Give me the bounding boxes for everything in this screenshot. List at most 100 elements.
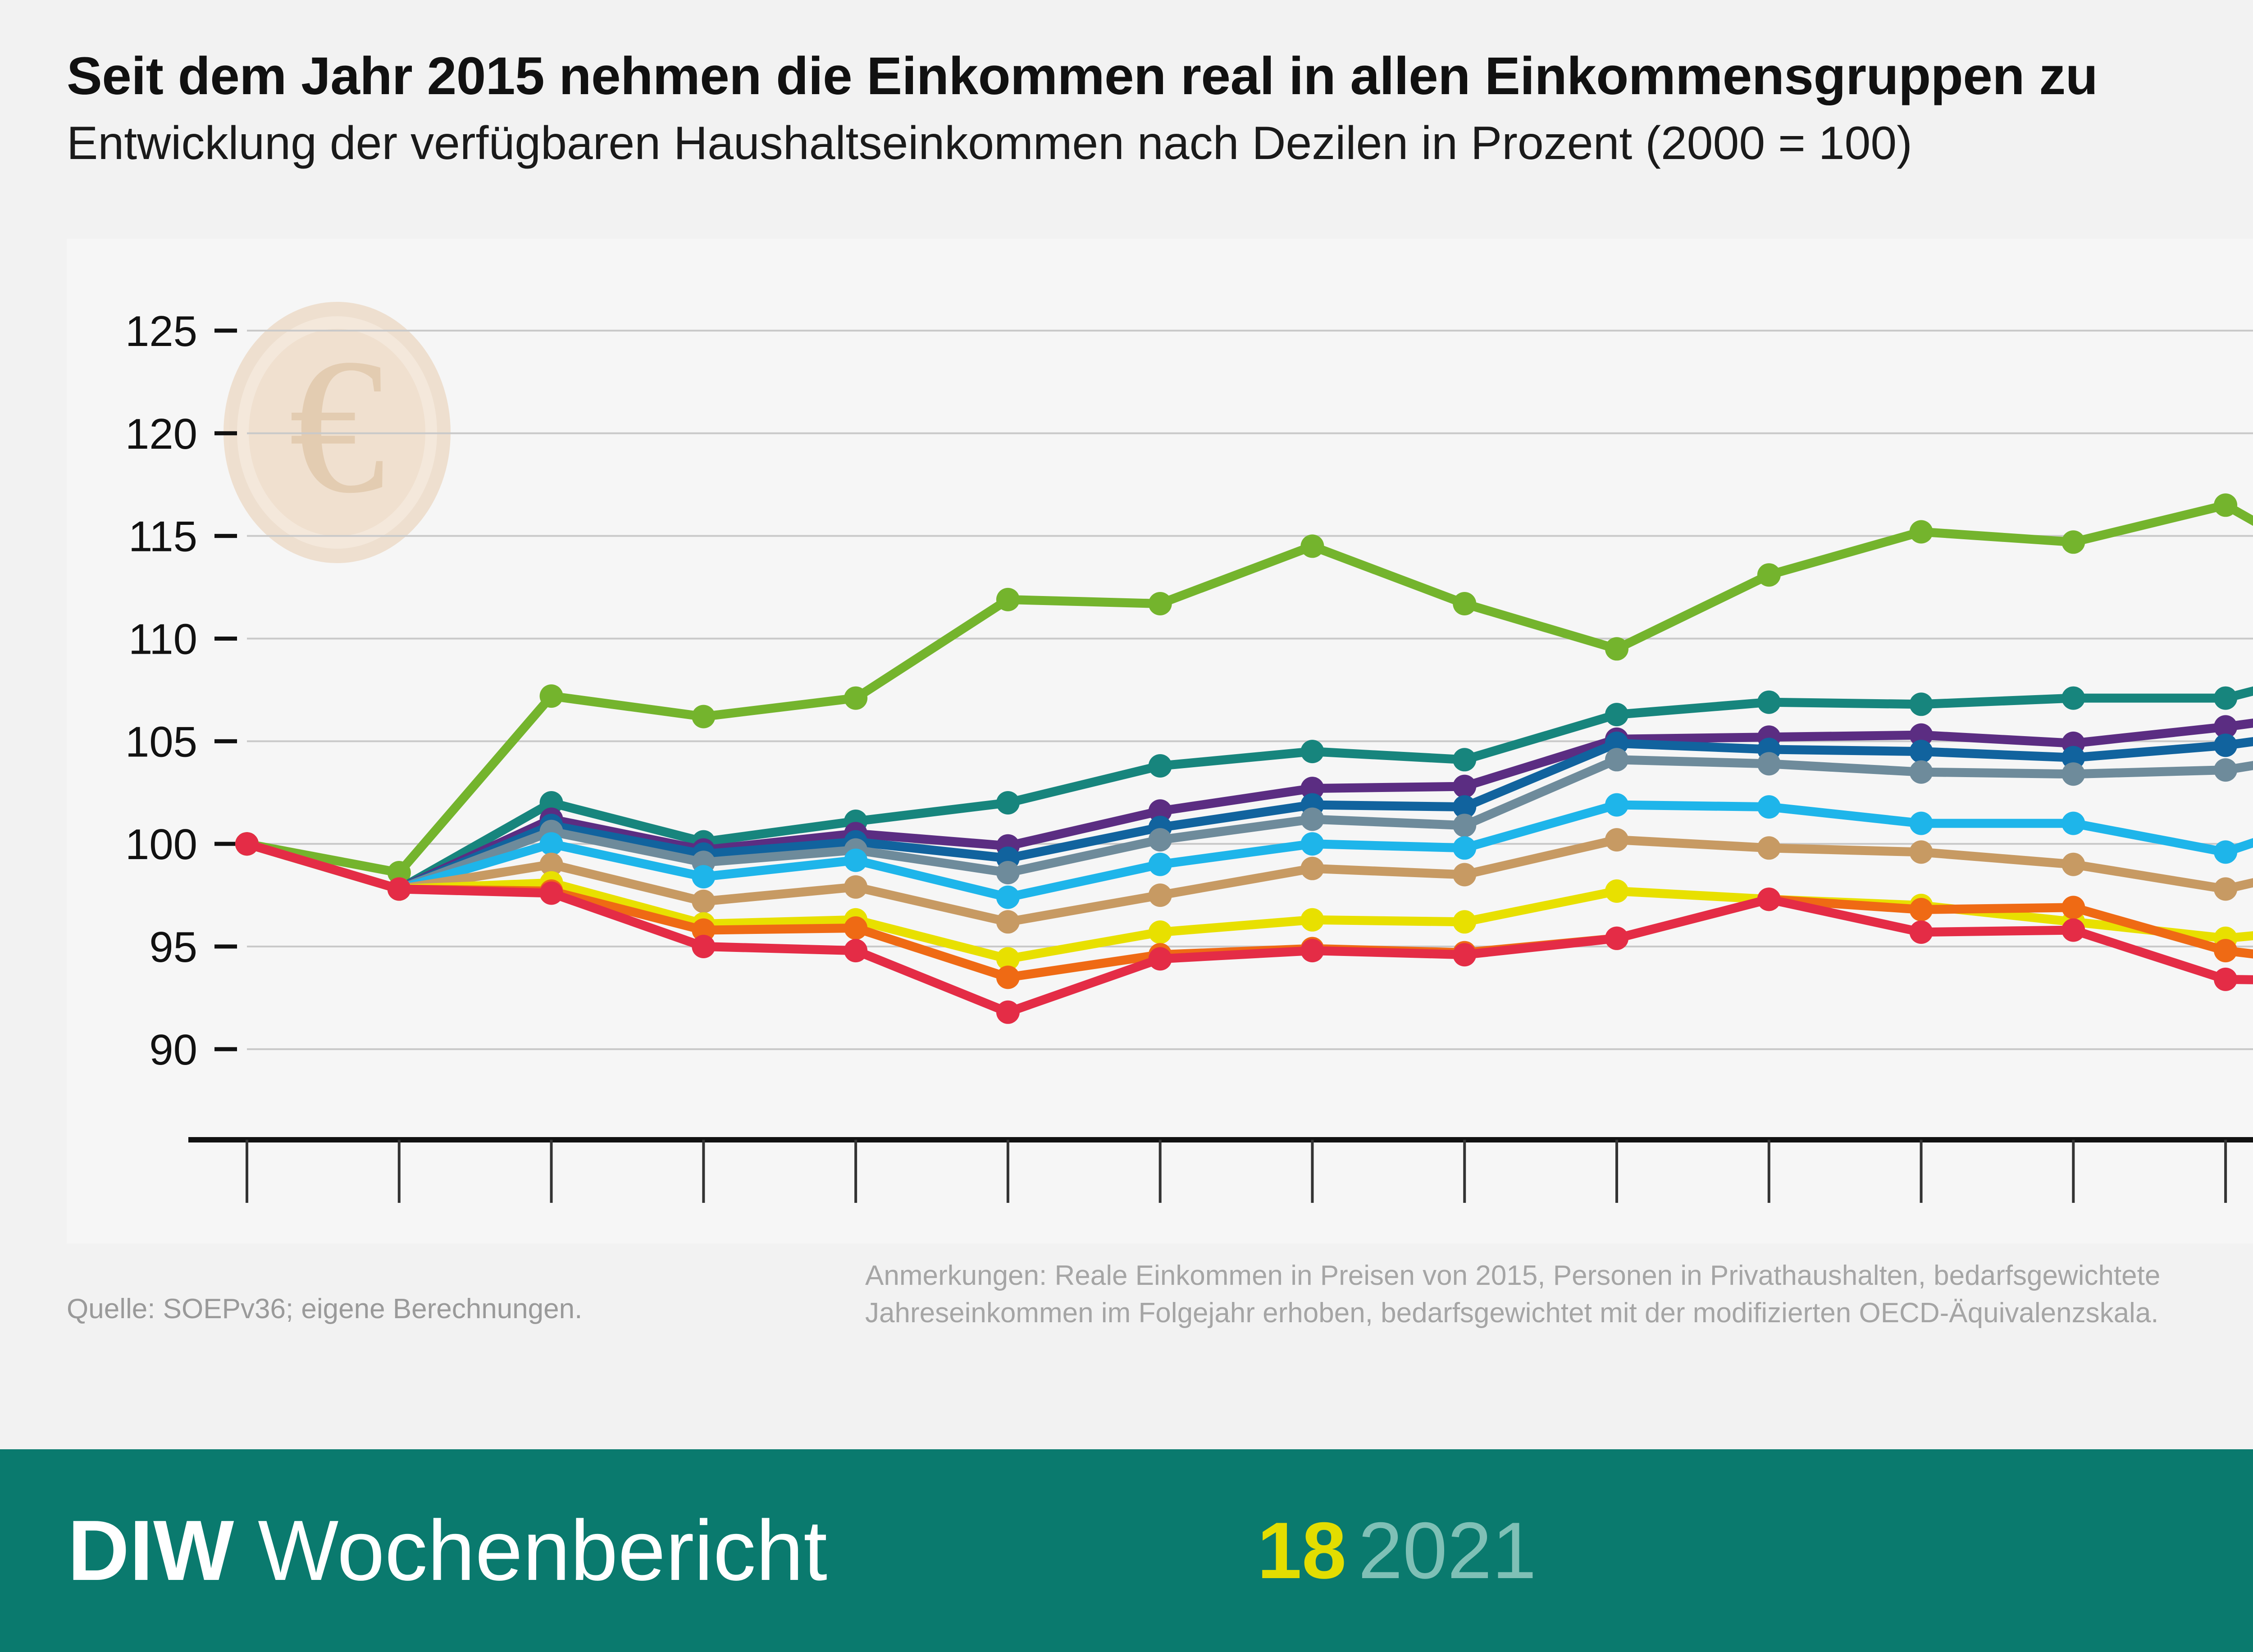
series-point [996,910,1020,934]
series-point [1300,777,1324,801]
series-point [996,947,1020,971]
series-point [539,791,563,815]
series-point [1300,807,1324,831]
series-point [1300,832,1324,856]
series-point [692,889,716,913]
y-axis-tick-label: 90 [149,1026,197,1074]
series-point [1909,840,1933,864]
series-point [2214,967,2238,991]
series-point [1453,814,1477,837]
line-chart-svg: €90 95 100 105 110 115 120 125 2000 2001 2002 2003 2… [67,239,2253,1243]
series-point [2061,918,2085,942]
series-point [1909,920,1933,944]
issue-label: 18 2021 [1257,1511,1537,1591]
x-axis-tick-label: 2011 [1871,1242,1972,1243]
series-point [1909,723,1933,747]
brand-diw: DIW [68,1503,234,1598]
series-point [1605,879,1628,903]
x-axis-tick-label: 2004 [803,1242,908,1243]
series-point [1148,920,1172,944]
x-axis-tick-label: 2013 [2173,1242,2253,1243]
x-axis-tick-label: 2005 [956,1242,1060,1243]
chart-header: Seit dem Jahr 2015 nehmen die Einkommen … [67,50,2253,167]
x-axis-tick-label: 2006 [1108,1242,1212,1243]
series-point [996,885,1020,909]
series-point [1605,793,1628,817]
y-axis-tick-label: 125 [125,307,197,355]
series-point [692,705,716,728]
series-point [1909,898,1933,921]
series-point [1300,740,1324,764]
issue-number: 18 [1257,1506,1346,1595]
y-axis-tick-label: 100 [125,820,197,869]
series-point [1300,856,1324,880]
annotations-note: Anmerkungen: Reale Einkommen in Preisen … [865,1257,2160,1332]
series-point [1148,852,1172,876]
plot-panel: €90 95 100 105 110 115 120 125 2000 2001 2002 2003 2… [67,239,2253,1243]
series-point [692,918,716,942]
publication-title: DIW Wochenbericht [68,1508,827,1593]
y-axis-tick-label: 110 [128,615,197,663]
series-point [1605,637,1628,661]
series-point [844,939,868,963]
series-point [844,916,868,940]
chart-footer: Quelle: SOEPv36; eigene Berechnungen. An… [0,1257,2253,1415]
series-point [1757,563,1781,587]
y-axis-tick-label: 95 [149,923,197,971]
series-point [2061,746,2085,769]
series-point [844,686,868,710]
series-point [1909,740,1933,764]
series-point [235,832,259,856]
series-point [1300,534,1324,558]
x-axis-tick-label: 2009 [1564,1242,1669,1243]
series-point [2061,762,2085,786]
series-point [2061,686,2085,710]
series-point [1453,943,1477,967]
series-point [2061,811,2085,835]
series-point [1757,752,1781,776]
x-axis-tick-label: 2000 [195,1242,299,1243]
euro-glyph: € [289,319,386,533]
page-subtitle: Entwicklung der verfügbaren Haushaltsein… [67,117,1912,169]
series-point [1148,799,1172,823]
series-point [2061,896,2085,919]
y-axis-tick-label: 105 [125,718,197,766]
series-point [2214,758,2238,782]
series-point [387,877,411,901]
series-point [996,1000,1020,1024]
series-point [1453,748,1477,772]
series-point [1453,795,1477,819]
series-point [1605,703,1628,727]
series-point [996,587,1020,611]
series-point [2061,852,2085,876]
page-title: Seit dem Jahr 2015 nehmen die Einkommen … [67,46,2098,106]
series-point [1453,836,1477,860]
x-axis-tick-label: 2010 [1717,1242,1821,1243]
series-point [1453,592,1477,615]
series-point [1605,828,1628,852]
series-point [1453,774,1477,798]
x-axis-tick-label: 2008 [1413,1242,1517,1243]
series-point [1909,760,1933,784]
series-point [1148,592,1172,615]
series-point [2214,493,2238,517]
issue-year: 2021 [1358,1506,1537,1595]
series-point [387,861,411,884]
series-point [1148,883,1172,907]
series-point [1909,520,1933,544]
series-point [2214,877,2238,901]
series-point [1148,947,1172,971]
y-axis-tick-label: 120 [125,410,197,458]
series-point [1605,748,1628,772]
series-point [844,875,868,899]
series-point [1605,926,1628,950]
series-point [692,935,716,958]
series-point [1453,910,1477,934]
series-point [1757,690,1781,714]
series-point [2214,840,2238,864]
series-point [2214,686,2238,710]
x-axis-tick-label: 2003 [652,1242,756,1243]
series-point [1909,811,1933,835]
